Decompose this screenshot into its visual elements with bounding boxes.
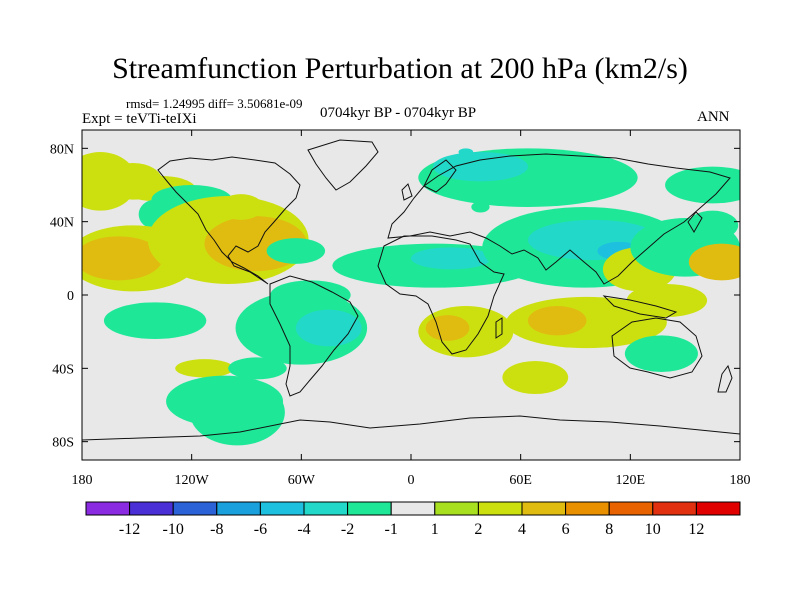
coastline-africa — [377, 235, 505, 355]
field-patch-32 — [626, 284, 708, 317]
colorbar-label-0: -12 — [119, 521, 140, 538]
field-patch-38 — [458, 148, 474, 156]
coastline-indonesia — [602, 295, 678, 319]
colorbar-label-4: -4 — [297, 521, 310, 538]
colorbar-label-3: -6 — [254, 521, 267, 538]
coastline-madagascar — [495, 317, 503, 339]
colorbar-swatch-4 — [259, 501, 305, 516]
colorbar-label-13: 12 — [688, 521, 704, 538]
coastline-japan — [687, 211, 703, 233]
experiment-text: Expt = teVTi-teIXi — [82, 111, 197, 127]
colorbar-swatch-11 — [565, 501, 610, 516]
field-patch-9 — [219, 194, 263, 220]
colorbar-label-5: -2 — [341, 521, 354, 538]
field-layer — [82, 148, 740, 446]
coastline-british-isles — [401, 183, 413, 201]
colorbar-label-8: 2 — [474, 521, 482, 538]
y-tick-label-2: 0 — [67, 289, 74, 304]
coastline-greenland — [307, 139, 379, 191]
colorbar-label-6: -1 — [385, 521, 398, 538]
colorbar-swatch-8 — [434, 501, 479, 516]
colorbar-swatch-10 — [521, 501, 567, 516]
field-patch-35 — [665, 166, 740, 204]
field-patch-30 — [527, 306, 587, 336]
colorbar-label-1: -10 — [163, 521, 184, 538]
coastline-north-america — [157, 156, 301, 285]
colorbar-swatch-5 — [303, 501, 349, 516]
field-patch-39 — [471, 201, 490, 213]
colorbar-label-10: 6 — [562, 521, 570, 538]
coastline-eurasia — [387, 153, 731, 285]
field-patch-12 — [175, 359, 234, 378]
field-patch-36 — [686, 210, 739, 240]
field-patch-15 — [189, 379, 285, 446]
field-patch-17 — [270, 280, 351, 310]
field-patch-20 — [411, 247, 492, 270]
colorbar-label-2: -8 — [210, 521, 223, 538]
colorbar-label-9: 4 — [518, 521, 526, 538]
x-tick-label-0: 180 — [72, 473, 93, 488]
colorbar-label-11: 8 — [605, 521, 613, 538]
coastline-australia — [611, 317, 703, 379]
colorbar-swatch-9 — [477, 501, 523, 516]
colorbar-swatch-7 — [390, 501, 436, 516]
x-tick-label-5: 120E — [616, 473, 646, 488]
x-tick-label-6: 180 — [730, 473, 751, 488]
colorbar-swatch-13 — [652, 501, 697, 516]
coastline-south-america — [269, 275, 359, 397]
colorbar-swatch-6 — [347, 501, 392, 516]
colorbar: -12 -10 -8 -6 -4 -2 -1 1 2 4 6 8 10 12 — [85, 501, 741, 538]
chart-title: Streamfunction Perturbation at 200 hPa (… — [112, 52, 688, 85]
y-tick-label-0: 80N — [50, 142, 74, 157]
field-patch-28 — [502, 361, 569, 394]
season-text: ANN — [697, 109, 730, 125]
colorbar-swatch-12 — [608, 501, 654, 516]
field-patch-10 — [266, 238, 326, 264]
x-tick-label-3: 0 — [408, 473, 415, 488]
field-patch-33 — [624, 335, 698, 372]
coastline-new-zealand — [717, 364, 733, 393]
colorbar-label-12: 10 — [645, 521, 661, 538]
colorbar-swatch-14 — [695, 501, 741, 516]
x-tick-label-2: 60W — [288, 473, 316, 488]
coastline-layer — [82, 139, 740, 441]
colorbar-label-7: 1 — [431, 521, 439, 538]
y-tick-label-3: 40S — [52, 362, 74, 377]
field-patch-13 — [228, 357, 287, 380]
field-patch-24 — [432, 152, 528, 182]
x-tick-label-4: 60E — [509, 473, 532, 488]
axes-layer: 180 120W 60W 0 60E 120E 180 80N 40N 0 40S 80S — [50, 130, 751, 488]
field-patch-22 — [425, 315, 470, 341]
x-tick-label-1: 120W — [175, 473, 210, 488]
field-patch-11 — [103, 302, 207, 339]
colorbar-swatch-1 — [129, 501, 174, 516]
period-text: 0704kyr BP - 0704kyr BP — [320, 105, 477, 121]
colorbar-swatch-0 — [85, 501, 131, 516]
field-patch-6 — [82, 236, 163, 281]
colorbar-swatch-3 — [216, 501, 261, 516]
y-tick-label-4: 80S — [52, 436, 74, 451]
coastline-antarctica — [82, 415, 740, 441]
coastline-scandinavia — [423, 159, 457, 193]
stats-text: rmsd= 1.24995 diff= 3.50681e-09 — [126, 96, 303, 111]
y-tick-label-1: 40N — [50, 216, 74, 231]
colorbar-swatch-2 — [172, 501, 218, 516]
field-patch-37 — [688, 243, 740, 281]
